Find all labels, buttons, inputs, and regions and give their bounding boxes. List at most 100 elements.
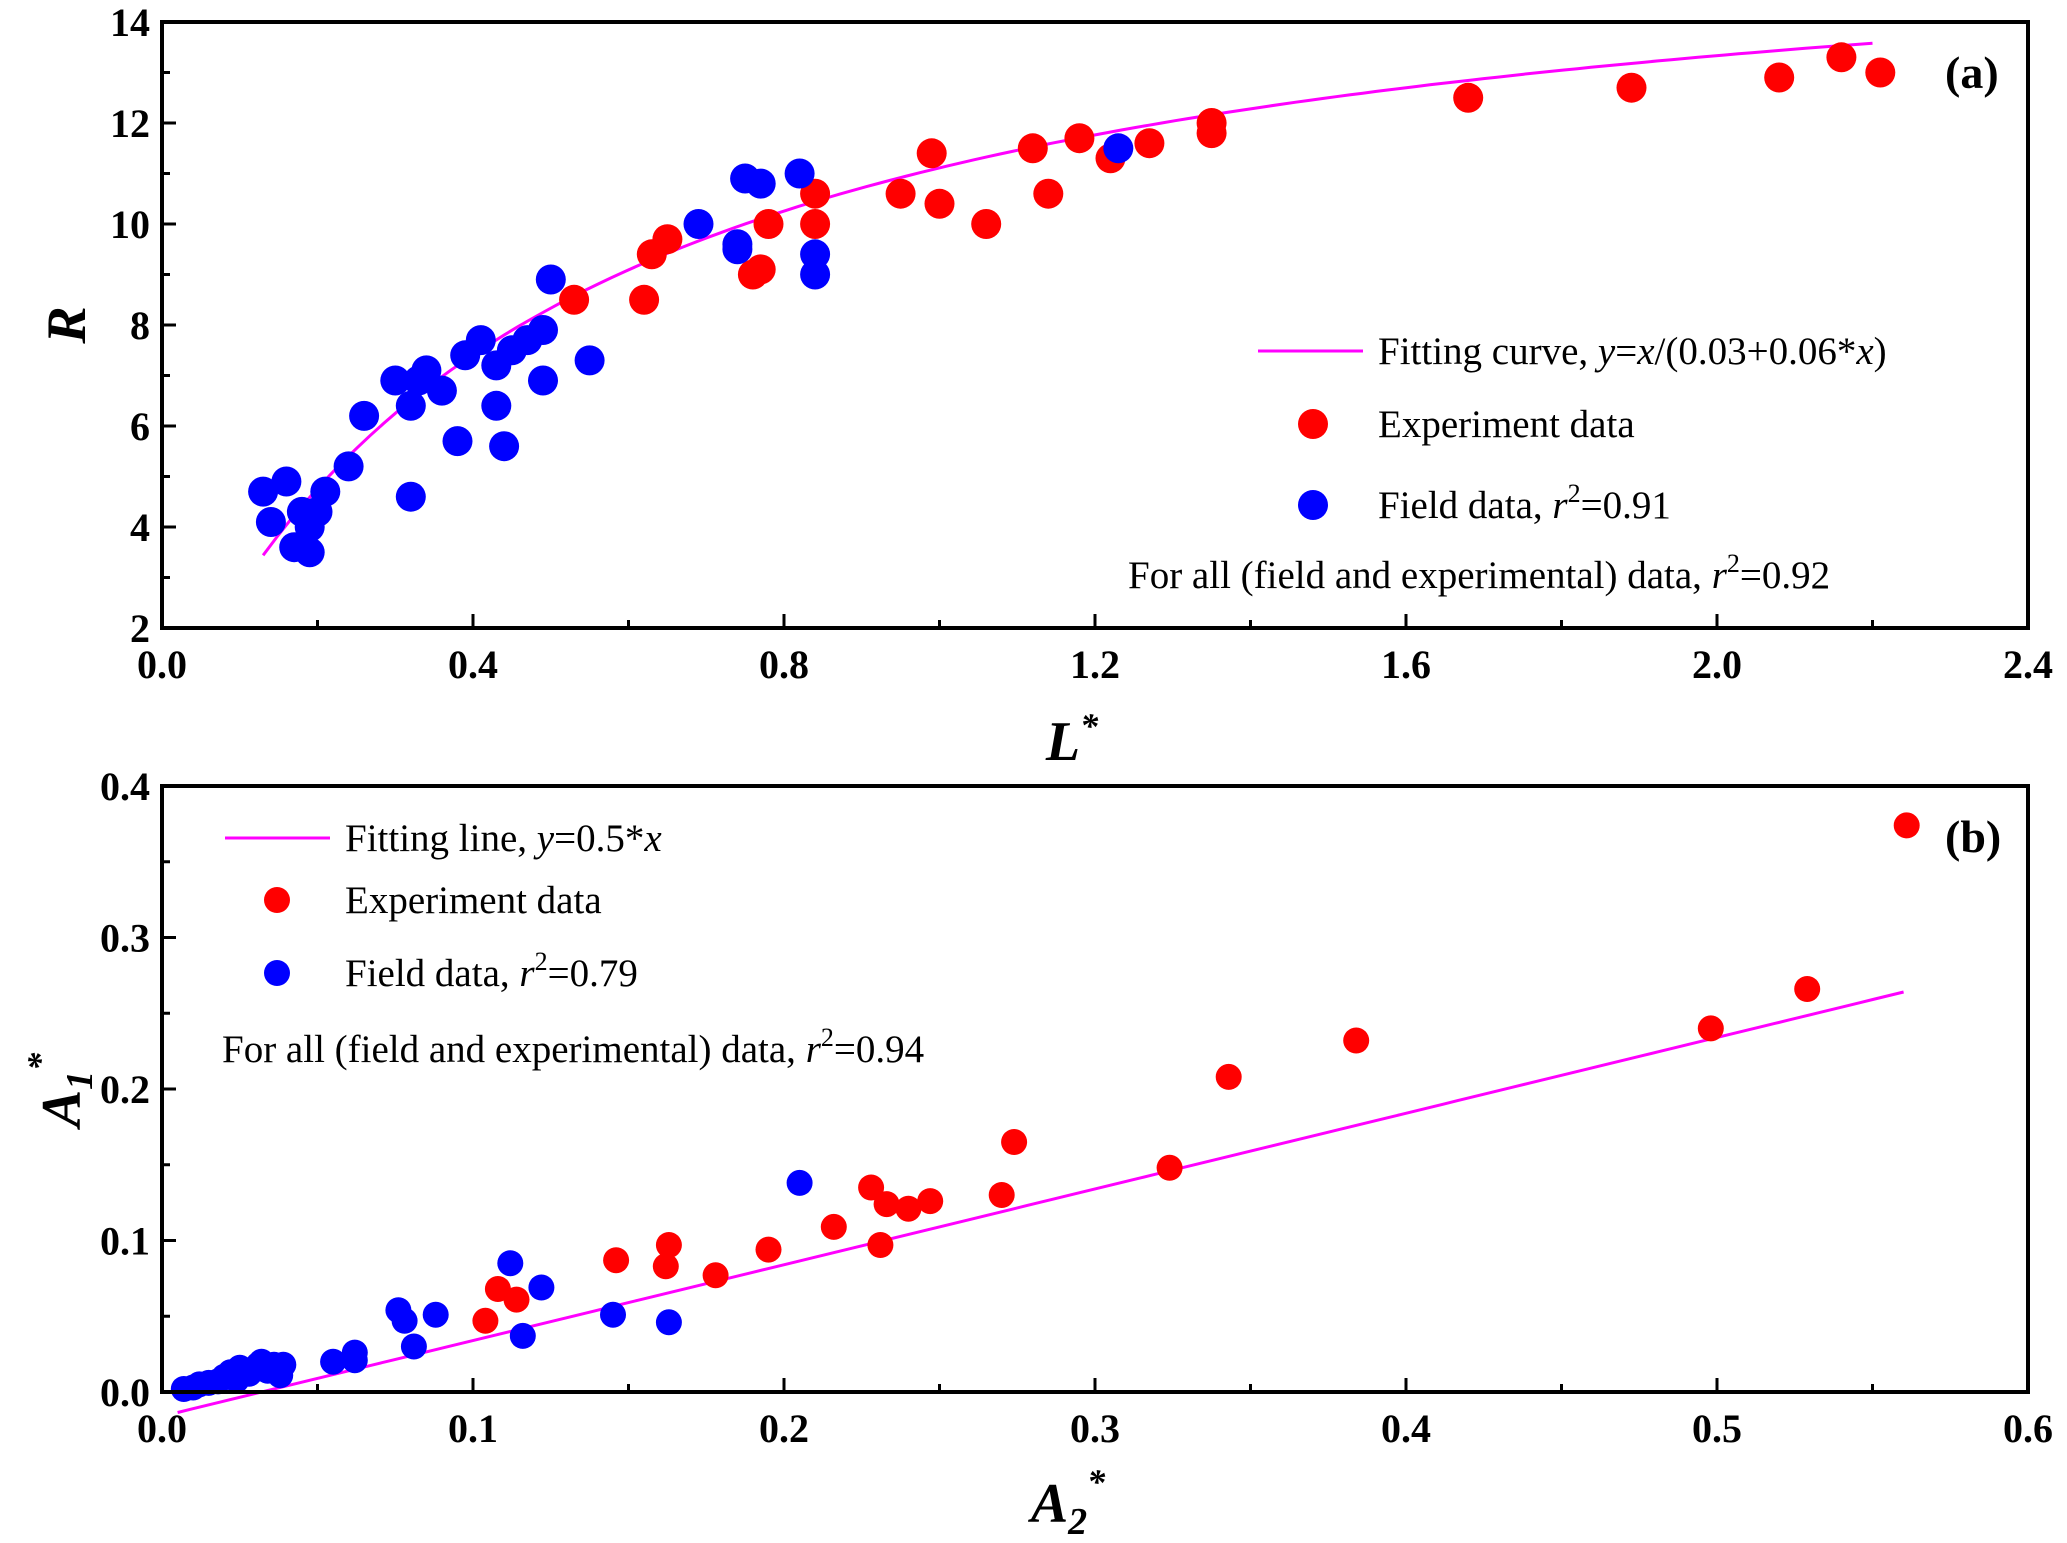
panel-a-field-point bbox=[349, 400, 380, 431]
panel-b-legend-experiment-marker bbox=[264, 887, 290, 913]
panel-b-y-tick-label: 0.3 bbox=[100, 916, 150, 961]
panel-b-experiment-point bbox=[858, 1174, 885, 1201]
panel-a-legend-experiment-marker bbox=[1298, 409, 1328, 439]
panel-a-y-tick-label: 2 bbox=[130, 606, 150, 651]
panel-b-label: (b) bbox=[1945, 811, 2001, 862]
panel-b-y-tick-label: 0.0 bbox=[100, 1370, 150, 1415]
panel-b-field-point bbox=[528, 1274, 555, 1301]
panel-b-field-point bbox=[786, 1169, 813, 1196]
panel-a-field-point bbox=[481, 390, 512, 421]
panel-a-experiment-point bbox=[1616, 72, 1647, 103]
panel-a-ticks-layer: 0.0 0.4 0.8 1.2 1.6 2.0 2.4 2 4 6 8 10 12 14 bbox=[110, 0, 2053, 687]
panel-b-legend-field-label: Field data, r2=0.79 bbox=[345, 947, 638, 995]
panel-b-field-point bbox=[497, 1250, 524, 1277]
panel-b: 0.0 0.1 0.2 0.3 0.4 0.5 0.6 0.0 0.1 0.2 0.3 0.4 (b)… bbox=[20, 764, 2053, 1543]
panel-a-x-tick-label: 0.0 bbox=[137, 642, 187, 687]
panel-b-legend-all-data-label: For all (field and experimental) data, r… bbox=[222, 1023, 924, 1071]
panel-a-field-point bbox=[489, 431, 520, 462]
panel-a-experiment-point bbox=[559, 284, 590, 315]
panel-a-field-point bbox=[395, 481, 426, 512]
panel-b-y-tick-label: 0.2 bbox=[100, 1067, 150, 1112]
panel-a-experiment-point bbox=[916, 138, 947, 169]
panel-b-legend-experiment-label: Experiment data bbox=[345, 879, 602, 922]
panel-a-x-tick-label: 2.0 bbox=[1692, 642, 1742, 687]
panel-b-y-axis-label-sub: 1 bbox=[59, 1071, 101, 1090]
panel-b-x-axis-label-sup: * bbox=[1087, 1462, 1106, 1502]
panel-a-field-point bbox=[248, 476, 279, 507]
panel-b-legend: Fitting line, y=0.5*x Experiment data Fi… bbox=[222, 817, 924, 1071]
panel-a-experiment-point bbox=[971, 209, 1002, 239]
panel-a-y-tick-label: 14 bbox=[110, 0, 150, 45]
panel-a-field-point bbox=[333, 451, 364, 482]
panel-b-y-tick-label: 0.4 bbox=[100, 764, 150, 809]
panel-a-experiment-point bbox=[1064, 123, 1095, 154]
panel-a-legend: Fitting curve, y=x/(0.03+0.06*x) Experim… bbox=[1128, 330, 1887, 597]
panel-a-experiment-point bbox=[1017, 133, 1048, 164]
panel-b-experiment-point bbox=[1794, 976, 1821, 1002]
panel-a-field-point bbox=[255, 507, 286, 537]
panel-b-experiment-point bbox=[1156, 1154, 1183, 1181]
panel-b-legend-field-marker bbox=[264, 960, 290, 986]
panel-a-experiment-point bbox=[629, 284, 660, 315]
panel-b-x-tick-label: 0.5 bbox=[1692, 1406, 1742, 1451]
panel-a-field-point bbox=[465, 325, 496, 356]
panel-a-x-tick-label: 1.6 bbox=[1381, 642, 1431, 687]
panel-a-points-layer bbox=[248, 42, 1896, 568]
panel-a-field-point bbox=[800, 259, 831, 290]
panel-a-label: (a) bbox=[1945, 47, 1999, 98]
panel-b-x-tick-label: 0.0 bbox=[137, 1406, 187, 1451]
panel-a-experiment-point bbox=[924, 188, 955, 219]
panel-b-field-point bbox=[400, 1333, 427, 1360]
panel-a-field-point bbox=[528, 315, 558, 345]
panel-a-field-point bbox=[395, 390, 426, 421]
panel-b-x-tick-label: 0.1 bbox=[448, 1406, 498, 1451]
panel-a-fit-curve bbox=[261, 41, 1873, 557]
panel-a-field-point bbox=[411, 355, 442, 386]
panel-b-x-axis-label-sub: 2 bbox=[1067, 1501, 1087, 1543]
panel-a-x-tick-label: 2.4 bbox=[2003, 642, 2053, 687]
panel-a-y-tick-label: 12 bbox=[110, 101, 150, 146]
panel-b-y-axis-label-sup: * bbox=[20, 1052, 60, 1071]
panel-b-experiment-point bbox=[1697, 1015, 1724, 1042]
panel-b-field-point bbox=[391, 1307, 418, 1334]
panel-a-field-point bbox=[722, 234, 753, 265]
panel-b-legend-fit-label: Fitting line, y=0.5*x bbox=[345, 817, 662, 860]
panel-a-experiment-point bbox=[753, 209, 784, 239]
panel-a-fit-layer bbox=[261, 41, 1873, 557]
panel-a-field-point bbox=[784, 158, 815, 189]
panel-b-experiment-point bbox=[895, 1195, 922, 1222]
panel-b-field-point bbox=[422, 1301, 449, 1328]
panel-b-experiment-point bbox=[1893, 812, 1920, 839]
panel-a-field-point bbox=[294, 537, 325, 568]
panel-b-experiment-point bbox=[1215, 1063, 1242, 1090]
panel-a-y-tick-label: 8 bbox=[130, 303, 150, 348]
panel-a-legend-experiment-label: Experiment data bbox=[1378, 403, 1635, 446]
panel-a-y-axis-label: R bbox=[36, 306, 98, 344]
panel-b-ticks-layer: 0.0 0.1 0.2 0.3 0.4 0.5 0.6 0.0 0.1 0.2 0.3 0.4 bbox=[100, 764, 2053, 1451]
panel-a-experiment-point bbox=[800, 209, 831, 239]
panel-b-experiment-point bbox=[820, 1213, 847, 1240]
panel-a-legend-field-label: Field data, r2=0.91 bbox=[1378, 479, 1671, 527]
panel-b-x-tick-label: 0.6 bbox=[2003, 1406, 2053, 1451]
panel-a-experiment-point bbox=[800, 178, 831, 209]
panel-b-y-axis-label: A1* bbox=[20, 1052, 101, 1130]
panel-a-experiment-point bbox=[1453, 82, 1484, 113]
panel-b-field-point bbox=[341, 1339, 368, 1366]
panel-a-experiment-point bbox=[1134, 128, 1165, 159]
panel-b-experiment-point bbox=[702, 1262, 729, 1289]
panel-b-experiment-point bbox=[652, 1253, 679, 1280]
panel-b-x-tick-label: 0.4 bbox=[1381, 1406, 1431, 1451]
panel-a-x-tick-label: 0.8 bbox=[759, 642, 809, 687]
panel-a-y-tick-label: 10 bbox=[110, 202, 150, 247]
panel-a-field-point bbox=[535, 264, 566, 295]
panel-b-fit-layer bbox=[177, 990, 1904, 1414]
panel-b-experiment-point bbox=[755, 1236, 782, 1263]
panel-a-x-axis-label-sup: * bbox=[1080, 706, 1099, 746]
panel-b-plot-frame bbox=[160, 784, 2030, 1394]
panel-a: 0.0 0.4 0.8 1.2 1.6 2.0 2.4 2 4 6 8 10 12 14 (a) L* R… bbox=[36, 0, 2053, 773]
panel-a-experiment-point bbox=[745, 254, 776, 285]
panel-a-x-tick-label: 0.4 bbox=[448, 642, 498, 687]
panel-a-experiment-point bbox=[1826, 42, 1857, 73]
panel-b-fit-curve bbox=[177, 990, 1904, 1414]
panel-a-experiment-point bbox=[885, 178, 916, 209]
